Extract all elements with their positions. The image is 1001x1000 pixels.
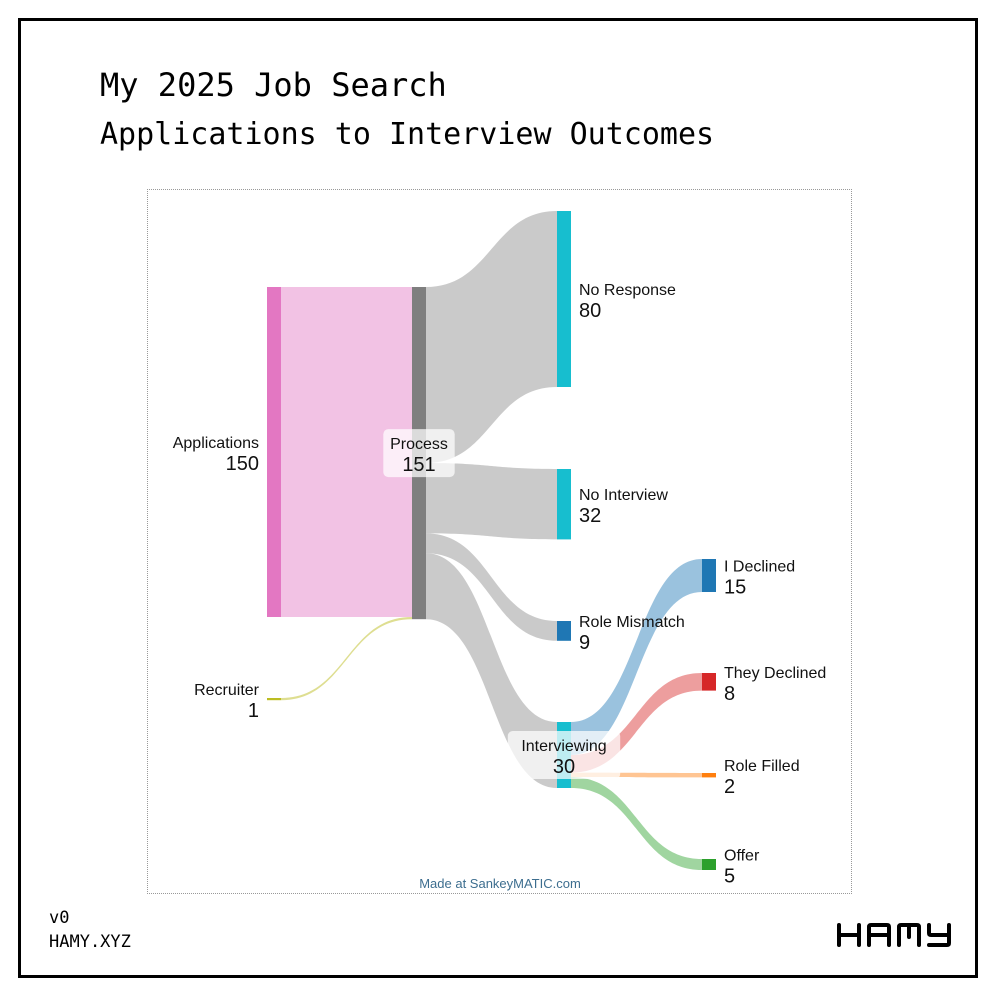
site-label: HAMY.XYZ (49, 932, 131, 952)
flow-process-to-no-interview[interactable] (426, 463, 557, 540)
hamy-logo (837, 923, 951, 947)
node-offer[interactable] (702, 859, 716, 870)
flow-interviewing-to-i-declined[interactable] (571, 559, 702, 755)
node-label-background (383, 429, 455, 478)
node-label-applications: Applications (173, 435, 259, 452)
node-value-applications: 150 (226, 453, 259, 475)
flow-interviewing-to-offer[interactable] (571, 777, 702, 870)
node-label-process: Process (390, 436, 448, 453)
node-role-filled[interactable] (702, 773, 716, 778)
node-label-role-mismatch: Role Mismatch (579, 614, 685, 631)
poster-frame (18, 18, 978, 978)
flow-process-to-role-mismatch[interactable] (426, 533, 557, 641)
node-label-background (507, 731, 621, 779)
node-value-offer: 5 (724, 866, 735, 888)
sankey-chart-area (147, 189, 852, 894)
sankeymatic-credit-link[interactable]: Made at SankeyMATIC.com (419, 876, 581, 891)
node-label-no-response: No Response (579, 282, 676, 299)
flow-applications-to-process[interactable] (281, 287, 412, 617)
node-label-recruiter: Recruiter (194, 682, 260, 699)
node-label-no-interview: No Interview (579, 487, 668, 504)
node-value-interviewing: 30 (553, 756, 575, 778)
page-title: My 2025 Job Search (100, 66, 447, 104)
node-value-no-response: 80 (579, 300, 601, 322)
node-value-role-filled: 2 (724, 776, 735, 798)
node-i-declined[interactable] (702, 559, 716, 592)
node-applications[interactable] (267, 287, 281, 617)
node-value-recruiter: 1 (248, 700, 259, 722)
node-value-i-declined: 15 (724, 577, 746, 599)
flow-process-to-no-response[interactable] (426, 211, 557, 463)
flow-recruiter-to-process[interactable] (281, 617, 412, 701)
node-value-role-mismatch: 9 (579, 632, 590, 654)
node-no-interview[interactable] (557, 469, 571, 540)
node-no-response[interactable] (557, 211, 571, 387)
node-they-declined[interactable] (702, 673, 716, 691)
node-value-no-interview: 32 (579, 505, 601, 527)
node-label-interviewing: Interviewing (521, 738, 606, 755)
node-label-role-filled: Role Filled (724, 758, 800, 775)
node-recruiter[interactable] (267, 698, 281, 701)
node-value-they-declined: 8 (724, 683, 735, 705)
page-subtitle: Applications to Interview Outcomes (100, 117, 715, 152)
node-value-process: 151 (402, 454, 435, 476)
node-label-i-declined: I Declined (724, 559, 795, 576)
flow-process-to-interviewing[interactable] (426, 553, 557, 788)
version-label: v0 (49, 908, 70, 928)
node-label-offer: Offer (724, 848, 760, 865)
node-label-they-declined: They Declined (724, 665, 826, 682)
node-role-mismatch[interactable] (557, 621, 571, 641)
